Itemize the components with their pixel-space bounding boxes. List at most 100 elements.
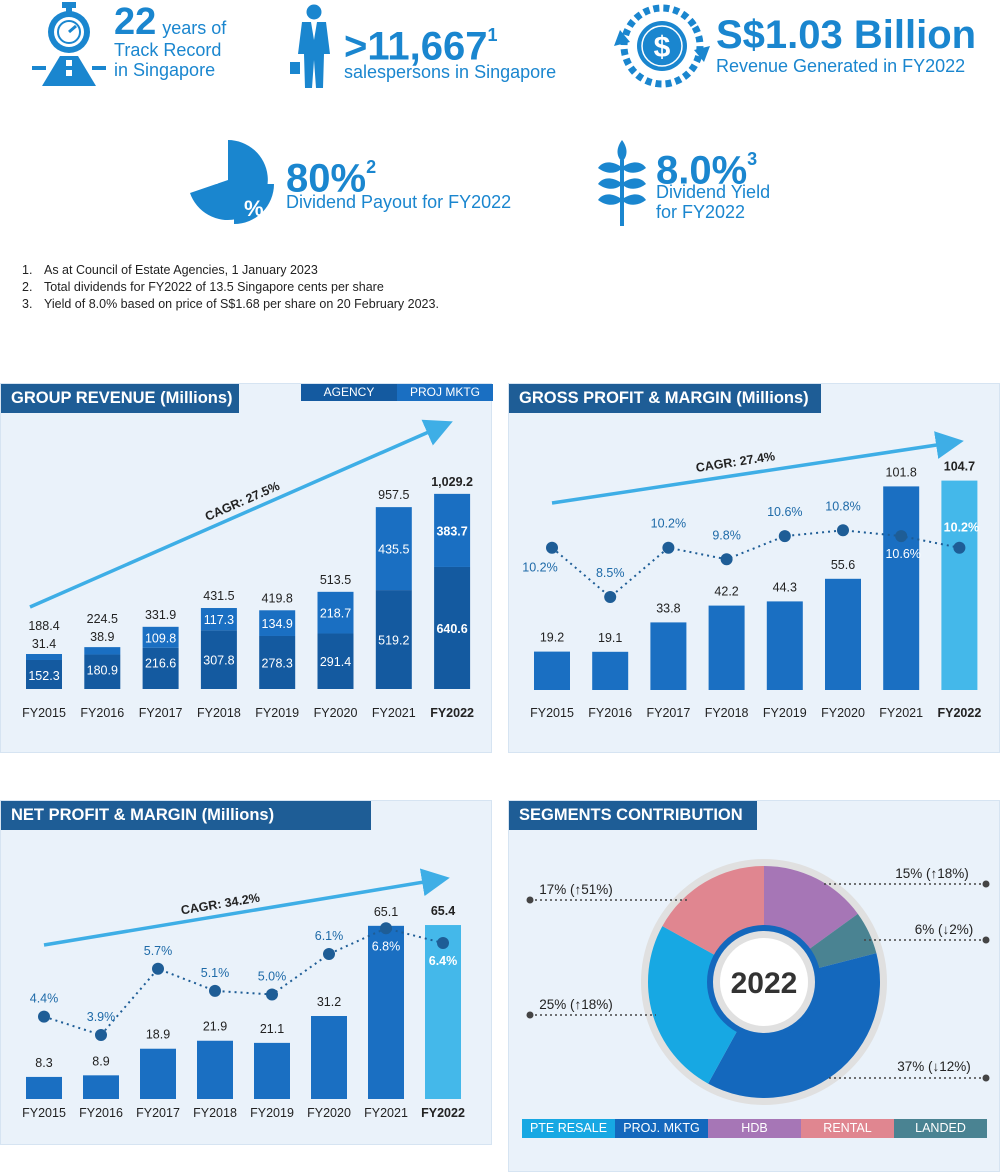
segment-leader-dot (982, 1074, 990, 1082)
revenue-label-total: 431.5 (203, 589, 234, 603)
revenue-label-agency: 180.9 (87, 664, 118, 678)
net-x-tick: FY2020 (307, 1106, 351, 1120)
gross-x-tick: FY2021 (879, 706, 923, 720)
revenue-label-proj: 383.7 (436, 524, 467, 538)
gross-margin-point (895, 530, 908, 543)
gross-x-tick: FY2016 (588, 706, 632, 720)
gross-value-label: 19.2 (540, 631, 564, 645)
revenue-label-total: 513.5 (320, 573, 351, 587)
gross-x-tick: FY2022 (938, 706, 982, 720)
revenue-label-total: 224.5 (87, 612, 118, 626)
gross-value-label: 33.8 (656, 601, 680, 615)
net-profit-title: NET PROFIT & MARGIN (Millions) (1, 801, 371, 830)
segment-leader-dot (526, 896, 534, 904)
revenue-x-tick: FY2019 (255, 706, 299, 720)
yield-label-line2: for FY2022 (656, 202, 746, 222)
revenue-label-proj: 38.9 (90, 630, 114, 644)
dollar-cycle-icon: $ (614, 4, 710, 88)
yield-number: 8.0%3 (656, 148, 758, 193)
segment-slice (806, 913, 877, 970)
gross-margin-label: 10.2% (651, 517, 686, 531)
wheat-growth-icon (598, 140, 646, 226)
gross-bar (766, 601, 803, 690)
net-bar (425, 925, 461, 1099)
revenue-x-tick: FY2017 (139, 706, 183, 720)
net-x-tick: FY2022 (421, 1106, 465, 1120)
footnote-2: 2. Total dividends for FY2022 of 13.5 Sin… (22, 280, 384, 294)
gross-bar (941, 480, 978, 690)
net-margin-label: 4.4% (30, 992, 59, 1006)
net-bar (254, 1042, 290, 1099)
legend-pte-resale: PTE RESALE (522, 1119, 615, 1138)
net-value-label: 21.9 (203, 1020, 227, 1034)
track-record-inline: years of (162, 18, 227, 38)
revenue-label-total: 419.8 (262, 591, 293, 605)
footnote-3: 3. Yield of 8.0% based on price of S$1.68… (22, 297, 439, 311)
gross-margin-point (778, 530, 791, 543)
gross-bar (592, 651, 629, 690)
gross-value-label: 55.6 (831, 558, 855, 572)
segment-leader-dot (526, 1011, 534, 1019)
net-margin-point (266, 988, 278, 1001)
net-margin-label: 6.8% (372, 939, 401, 953)
revenue-bar-proj-mktg (259, 610, 296, 636)
revenue-label-proj: 134.9 (262, 617, 293, 631)
revenue-x-tick: FY2016 (80, 706, 124, 720)
net-margin-point (95, 1029, 107, 1041)
net-margin-label: 5.7% (144, 944, 173, 958)
revenue-x-tick: FY2020 (314, 706, 358, 720)
legend-proj-mktg-seg: PROJ. MKTG (615, 1119, 708, 1138)
net-value-label: 8.9 (92, 1054, 109, 1068)
revenue-bar-proj-mktg (26, 654, 62, 660)
segments-title: SEGMENTS CONTRIBUTION (509, 801, 757, 830)
revenue-label-agency: 291.4 (320, 655, 351, 669)
gross-profit-panel: GROSS PROFIT & MARGIN (Millions) (508, 383, 1000, 753)
gross-margin-label: 10.6% (885, 547, 920, 561)
gross-margin-label: 10.2% (522, 561, 557, 575)
revenue-x-tick: FY2018 (197, 706, 241, 720)
payout-icon-percent: % (244, 196, 264, 221)
net-margin-point (152, 962, 164, 975)
gross-x-tick: FY2018 (705, 706, 749, 720)
net-value-label: 31.2 (317, 995, 341, 1009)
segments-center-disc (720, 938, 808, 1026)
gross-margin-label: 10.2% (944, 521, 979, 535)
payout-number: 80%2 (286, 156, 377, 201)
segments-legend: PTE RESALE PROJ. MKTG HDB RENTAL LANDED (522, 1119, 987, 1138)
gross-value-label: 104.7 (944, 460, 975, 474)
revenue-bar-agency (375, 590, 412, 689)
revenue-x-tick: FY2021 (372, 706, 416, 720)
net-cagr-arrow (43, 868, 450, 947)
gross-bar (883, 486, 920, 690)
net-x-tick: FY2019 (250, 1106, 294, 1120)
revenue-label-proj: 435.5 (378, 543, 409, 557)
track-record-number: 22 years of (114, 1, 227, 43)
net-value-label: 8.3 (35, 1056, 52, 1070)
segment-label: 6% (↓2%) (915, 922, 974, 937)
gross-cagr-arrow (551, 431, 964, 505)
revenue-label-total: 957.5 (378, 488, 409, 502)
segment-label: 25% (↑18%) (539, 997, 613, 1012)
segment-leader-dot (982, 880, 990, 888)
segments-inner-ring (707, 925, 821, 1039)
revenue-cagr-arrow (29, 419, 453, 609)
gross-margin-point (662, 541, 675, 554)
net-profit-panel: NET PROFIT & MARGIN (Millions) (0, 800, 492, 1145)
stopwatch-track-icon (32, 2, 106, 86)
gross-x-tick: FY2017 (647, 706, 691, 720)
revenue-label-proj: 117.3 (204, 613, 234, 627)
net-bar (368, 925, 404, 1099)
legend-landed: LANDED (894, 1119, 987, 1138)
gross-margin-point (720, 553, 733, 566)
footnote-1: 1. As at Council of Estate Agencies, 1 Ja… (22, 263, 318, 277)
gross-margin-label: 10.8% (825, 499, 860, 513)
gross-value-label: 101.8 (886, 465, 917, 479)
legend-rental: RENTAL (801, 1119, 894, 1138)
net-margin-point (209, 984, 221, 997)
gross-margin-point (546, 541, 558, 554)
gross-value-label: 19.1 (598, 631, 622, 645)
net-margin-label: 6.4% (429, 954, 458, 968)
gross-x-tick: FY2019 (763, 706, 807, 720)
revenue-bar-proj-mktg (200, 608, 237, 631)
net-bar (83, 1075, 119, 1099)
